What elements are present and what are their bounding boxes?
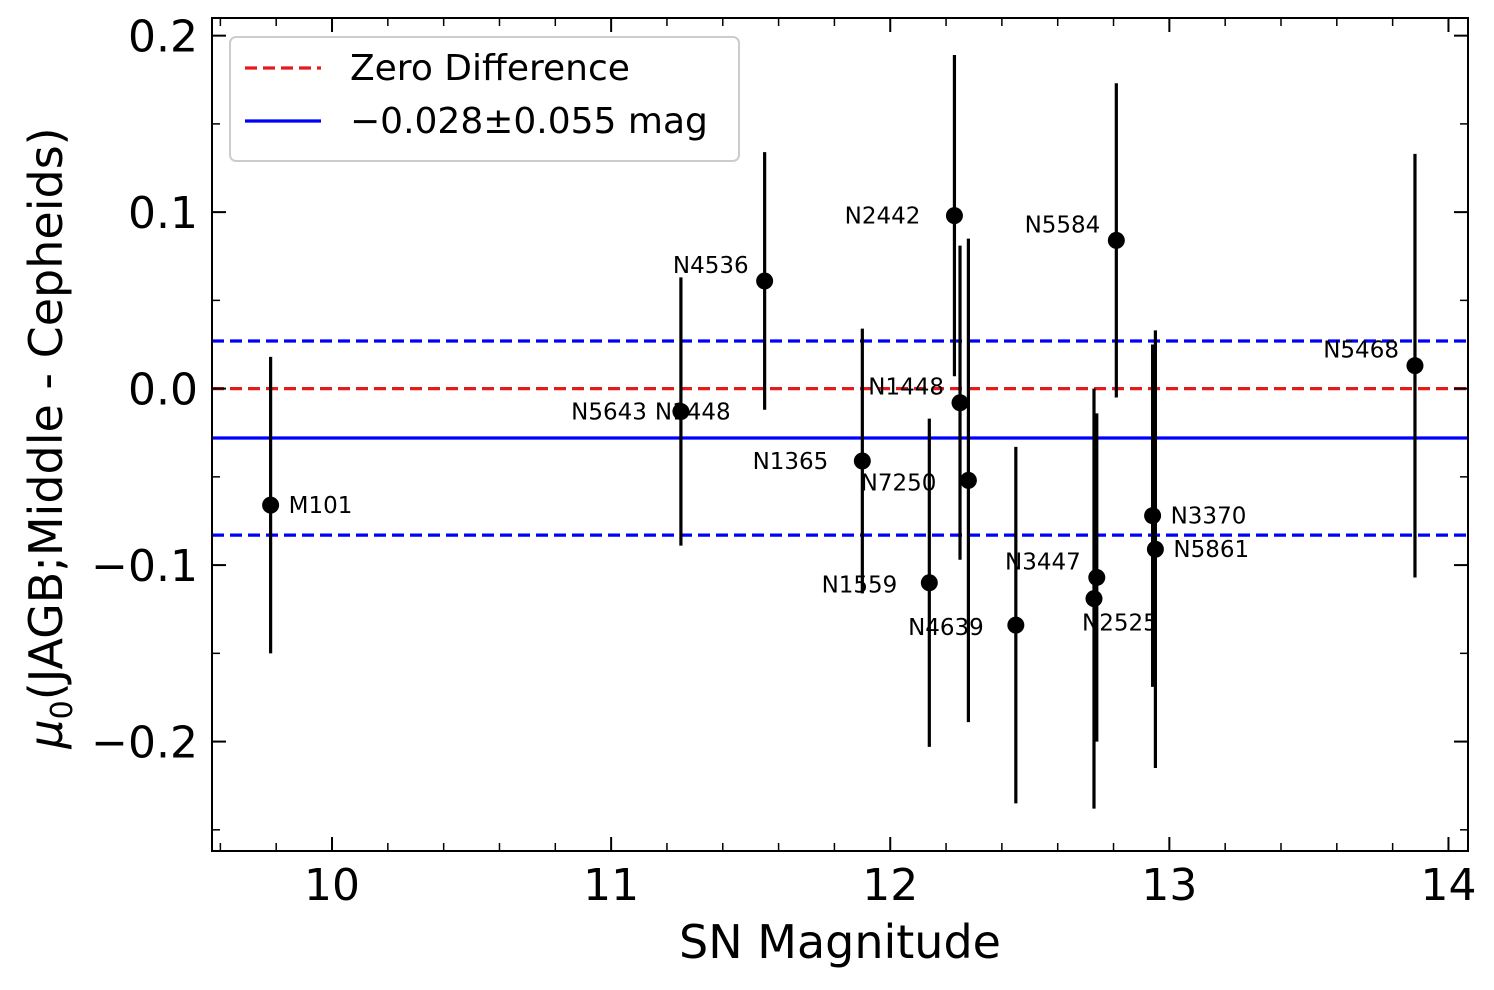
data-point-1	[672, 403, 690, 421]
data-point-12	[1107, 231, 1125, 249]
point-label-3: N1448	[655, 400, 731, 426]
data-point-5	[920, 574, 938, 592]
point-label-0: M101	[289, 493, 353, 519]
point-label-15: N5468	[1323, 338, 1399, 364]
point-label-5: N1559	[822, 573, 898, 599]
point-label-11: N2525	[1082, 611, 1158, 637]
data-point-7	[951, 394, 969, 412]
y-tick-label-3: −0.1	[91, 541, 198, 592]
data-point-2	[756, 272, 774, 290]
y-tick-label-2: 0.0	[128, 365, 198, 416]
data-point-15	[1406, 357, 1424, 375]
legend: Zero Difference −0.028±0.055 mag	[229, 36, 740, 162]
data-point-6	[945, 207, 963, 225]
tick-labels: 10 11 12 13 14 0.2 0.1 0.0 −0.1 −0.2	[91, 12, 1476, 911]
data-point-14	[1146, 540, 1164, 558]
x-tick-label-2: 12	[862, 860, 918, 911]
data-point-0	[262, 496, 280, 514]
point-label-12: N5584	[1025, 212, 1101, 238]
x-axis-title: SN Magnitude	[679, 915, 1001, 969]
data-point-10	[1088, 568, 1106, 586]
data-point-8	[959, 471, 977, 489]
data-points	[262, 207, 1424, 634]
point-label-4: N1365	[753, 449, 829, 475]
reference-lines	[212, 339, 1468, 537]
point-label-13: N3370	[1171, 504, 1247, 530]
data-point-9	[1007, 616, 1025, 634]
point-label-9: N4639	[908, 615, 984, 641]
y-axis-title-symbol: μ	[19, 719, 73, 749]
legend-label-zero-difference: Zero Difference	[350, 48, 630, 89]
x-tick-label-3: 13	[1141, 860, 1197, 911]
point-label-10: N3447	[1005, 549, 1081, 575]
legend-label-mean-offset: −0.028±0.055 mag	[350, 101, 708, 142]
point-label-1: N5643	[571, 400, 647, 426]
y-axis-title: μ0(JAGB;Middle - Cepheids)	[19, 127, 80, 749]
axis-ticks	[212, 18, 1468, 851]
data-point-13	[1144, 507, 1162, 525]
point-label-2: N4536	[673, 253, 749, 279]
x-tick-label-0: 10	[304, 860, 360, 911]
point-labels: M101 N5643 N4536 N1448 N1365 N1559 N2442 N1448 N…	[289, 204, 1399, 641]
data-point-11	[1085, 590, 1103, 608]
x-tick-label-4: 14	[1420, 860, 1476, 911]
point-label-7: N1448	[868, 375, 944, 401]
y-axis-title-subscript: 0	[45, 700, 80, 719]
y-tick-label-0: 0.2	[128, 12, 198, 63]
point-label-14: N5861	[1173, 537, 1249, 563]
plot-frame	[211, 17, 1469, 852]
point-label-8: N7250	[861, 470, 937, 496]
y-tick-label-4: −0.2	[91, 718, 198, 769]
legend-box	[229, 36, 740, 162]
y-axis-title-rest: (JAGB;Middle - Cepheids)	[19, 127, 73, 700]
data-point-4	[853, 452, 871, 470]
point-label-6: N2442	[845, 204, 921, 230]
x-tick-label-1: 11	[583, 860, 639, 911]
y-tick-label-1: 0.1	[128, 188, 198, 239]
